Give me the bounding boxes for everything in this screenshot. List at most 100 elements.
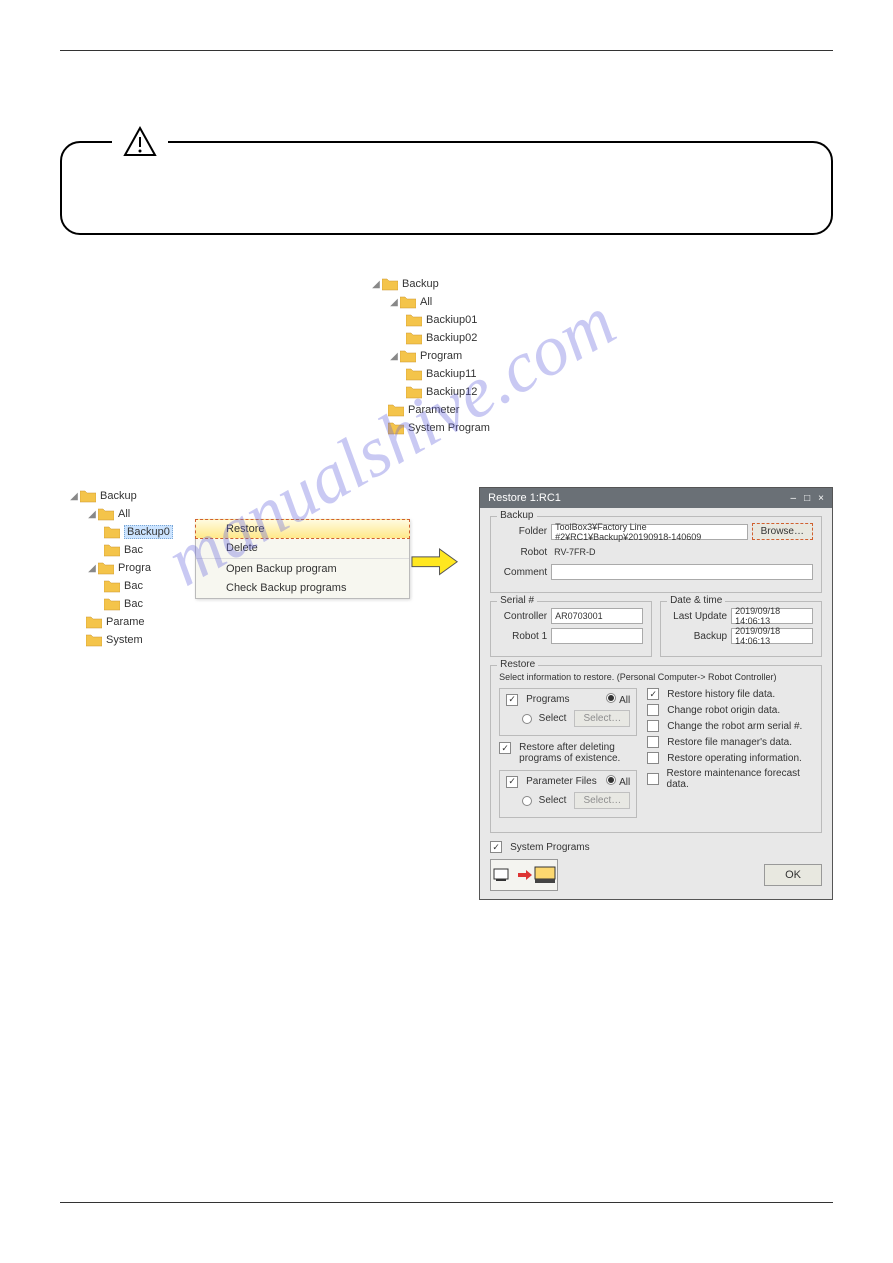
restore-option-row: Restore history file data. — [647, 688, 813, 700]
tree-node[interactable]: System — [68, 631, 398, 649]
tree-node[interactable]: Backiup11 — [370, 365, 833, 383]
menu-item-open-backup[interactable]: Open Backup program — [196, 558, 409, 578]
programs-checkbox[interactable] — [506, 694, 518, 706]
menu-label: Delete — [226, 542, 258, 554]
tree-label: Bac — [124, 544, 143, 556]
chevron-down-icon: ◢ — [68, 491, 80, 502]
folder-icon — [382, 277, 398, 291]
tree-label: Backup — [100, 490, 137, 502]
tree-label: Program — [420, 350, 462, 362]
folder-icon — [80, 489, 96, 503]
top-divider — [60, 50, 833, 51]
sysprograms-checkbox[interactable] — [490, 841, 502, 853]
caution-box — [60, 141, 833, 235]
restore-option-row: Restore operating information. — [647, 752, 813, 764]
restore-option-checkbox[interactable] — [647, 704, 659, 716]
restore-option-row: Restore file manager's data. — [647, 736, 813, 748]
folder-icon — [406, 313, 422, 327]
comment-input[interactable] — [551, 564, 813, 580]
robot1-input[interactable] — [551, 628, 643, 644]
tree-label: All — [420, 296, 432, 308]
all-label2: All — [619, 777, 630, 788]
menu-item-delete[interactable]: Delete — [196, 538, 409, 558]
restore-option-label: Restore maintenance forecast data. — [667, 768, 813, 790]
restore-option-row: Change the robot arm serial #. — [647, 720, 813, 732]
restore-fieldset: Restore Select information to restore. (… — [490, 665, 822, 833]
folder-icon — [388, 403, 404, 417]
menu-label: Open Backup program — [226, 563, 337, 575]
restore-option-label: Restore operating information. — [667, 753, 802, 764]
paramfiles-select-button[interactable]: Select… — [574, 792, 630, 809]
restore-option-checkbox[interactable] — [647, 688, 659, 700]
tree-node[interactable]: Parameter — [370, 401, 833, 419]
paramfiles-select-radio[interactable] — [522, 796, 532, 806]
sysprograms-label: System Programs — [510, 842, 589, 853]
folder-icon — [388, 421, 404, 435]
menu-label: Restore — [226, 523, 265, 535]
tree-label: System Program — [408, 422, 490, 434]
bottom-divider — [60, 1202, 833, 1203]
tree-root[interactable]: ◢ Backup — [68, 487, 398, 505]
paramfiles-checkbox[interactable] — [506, 776, 518, 788]
tree-node[interactable]: ◢All — [370, 293, 833, 311]
tree-node[interactable]: Parame — [68, 613, 398, 631]
dialog-title-text: Restore 1:RC1 — [488, 492, 561, 504]
maximize-icon[interactable]: □ — [804, 493, 810, 504]
all-label: All — [619, 695, 630, 706]
chevron-down-icon: ◢ — [86, 563, 98, 574]
tree-root[interactable]: ◢ Backup — [370, 275, 833, 293]
lastupdate-label: Last Update — [669, 611, 727, 622]
tree-label: Parameter — [408, 404, 459, 416]
restore-right-checks: Restore history file data.Change robot o… — [647, 688, 813, 824]
restore-dialog: Restore 1:RC1 – □ × Backup Folder ToolBo… — [479, 487, 833, 900]
programs-all-radio[interactable] — [606, 693, 616, 703]
backup-date-value: 2019/09/18 14:06:13 — [731, 628, 813, 644]
restore-option-checkbox[interactable] — [647, 736, 659, 748]
fieldset-legend: Serial # — [497, 595, 537, 606]
arrow-right-icon — [410, 547, 459, 579]
tree-node[interactable]: System Program — [370, 419, 833, 437]
ok-button[interactable]: OK — [764, 864, 822, 886]
tree-node[interactable]: Backiup01 — [370, 311, 833, 329]
datetime-fieldset: Date & time Last Update2019/09/18 14:06:… — [660, 601, 822, 657]
restore-option-label: Restore history file data. — [667, 689, 775, 700]
paramfiles-all-radio[interactable] — [606, 775, 616, 785]
restore-after-checkbox[interactable] — [499, 742, 511, 754]
folder-icon — [86, 615, 102, 629]
browse-button[interactable]: Browse… — [752, 523, 813, 540]
menu-item-restore[interactable]: Restore — [195, 519, 410, 539]
folder-icon — [406, 385, 422, 399]
restore-option-checkbox[interactable] — [647, 720, 659, 732]
menu-item-check-backup[interactable]: Check Backup programs — [196, 578, 409, 598]
restore-option-checkbox[interactable] — [647, 773, 658, 785]
restore-option-checkbox[interactable] — [647, 752, 659, 764]
tree-node[interactable]: ◢Program — [370, 347, 833, 365]
programs-select-radio[interactable] — [522, 714, 532, 724]
tree-node[interactable]: Backiup12 — [370, 383, 833, 401]
folder-icon — [406, 331, 422, 345]
fieldset-legend: Backup — [497, 510, 536, 521]
backup-tree-top: ◢ Backup ◢All Backiup01 Backiup02 ◢Progr… — [370, 275, 833, 437]
backup-fieldset: Backup Folder ToolBox3¥Factory Line #2¥R… — [490, 516, 822, 593]
restore-instruction: Select information to restore. (Personal… — [499, 672, 813, 682]
dialog-titlebar: Restore 1:RC1 – □ × — [480, 488, 832, 508]
tree-label: Backiup12 — [426, 386, 477, 398]
chevron-down-icon: ◢ — [86, 509, 98, 520]
minimize-icon[interactable]: – — [791, 493, 797, 504]
warning-icon — [112, 125, 168, 164]
tree-label: Backiup01 — [426, 314, 477, 326]
transfer-icon — [490, 859, 558, 891]
folder-icon — [400, 349, 416, 363]
close-icon[interactable]: × — [818, 493, 824, 504]
restore-option-row: Restore maintenance forecast data. — [647, 768, 813, 790]
tree-node[interactable]: Backiup02 — [370, 329, 833, 347]
controller-input[interactable]: AR0703001 — [551, 608, 643, 624]
tree-label: All — [118, 508, 130, 520]
programs-select-button[interactable]: Select… — [574, 710, 630, 727]
tree-label: Bac — [124, 580, 143, 592]
folder-icon — [98, 507, 114, 521]
programs-label: Programs — [526, 694, 569, 705]
folder-input[interactable]: ToolBox3¥Factory Line #2¥RC1¥Backup¥2019… — [551, 524, 748, 540]
select-label: Select — [539, 713, 567, 724]
robot1-label: Robot 1 — [499, 631, 547, 642]
